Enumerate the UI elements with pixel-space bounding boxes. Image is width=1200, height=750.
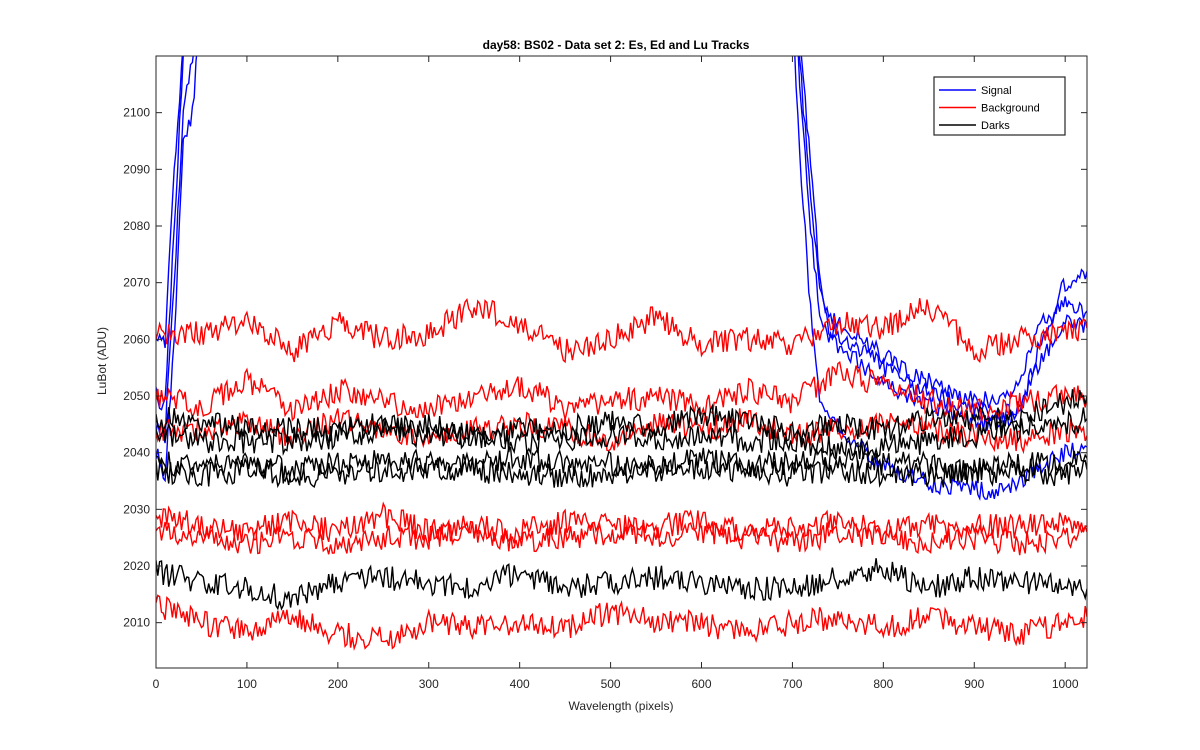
signal-line-1: [156, 56, 1087, 423]
y-tick-label: 2080: [123, 219, 150, 233]
y-tick-label: 2100: [123, 106, 150, 120]
plot-area: [156, 56, 1087, 668]
x-tick-label: 300: [419, 677, 439, 691]
x-axis-label: Wavelength (pixels): [569, 699, 674, 713]
x-tick-label: 800: [873, 677, 893, 691]
y-tick-label: 2040: [123, 446, 150, 460]
y-tick-label: 2060: [123, 332, 150, 346]
x-tick-label: 0: [153, 677, 160, 691]
x-tick-label: 900: [964, 677, 984, 691]
signal-line-3: [156, 56, 1087, 483]
x-tick-label: 500: [601, 677, 621, 691]
x-tick-label: 200: [328, 677, 348, 691]
x-tick-label: 700: [782, 677, 802, 691]
x-tick-label: 600: [691, 677, 711, 691]
legend-label: Darks: [981, 120, 1010, 132]
plot-frame: [155, 55, 1088, 669]
series-layer: [156, 56, 1087, 651]
background-line-6: [156, 594, 1087, 651]
x-tick-label: 100: [237, 677, 257, 691]
background-line-2: [156, 360, 1087, 424]
x-tick-label: 400: [510, 677, 530, 691]
x-axis: 0 100 200 300 400 500 600 700 800 900 1000: [153, 56, 1079, 691]
legend-label: Background: [981, 103, 1040, 115]
signal-line-2: [156, 56, 1087, 444]
x-tick-label: 1000: [1052, 677, 1079, 691]
y-tick-label: 2030: [123, 502, 150, 516]
chart-title: day58: BS02 - Data set 2: Es, Ed and Lu …: [483, 38, 750, 52]
y-tick-label: 2090: [123, 162, 150, 176]
darks-line-2: [156, 407, 1087, 460]
legend-label: Signal: [981, 85, 1012, 97]
y-tick-label: 2020: [123, 559, 150, 573]
background-line-1: [156, 297, 1087, 364]
y-tick-label: 2070: [123, 276, 150, 290]
darks-line-5: [156, 558, 1087, 611]
darks-line-1: [156, 389, 1087, 447]
legend: Signal Background Darks: [933, 76, 1066, 136]
background-line-4: [156, 501, 1087, 545]
y-axis: 2010 2020 2030 2040 2050 2060 2070 2080 2090 2100: [123, 106, 1087, 630]
background-line-5: [156, 520, 1087, 556]
darks-line-4: [156, 456, 1087, 489]
y-tick-label: 2010: [123, 616, 150, 630]
signal-line-4: [156, 56, 1087, 502]
y-axis-label: LuBot (ADU): [95, 327, 109, 395]
y-tick-label: 2050: [123, 389, 150, 403]
